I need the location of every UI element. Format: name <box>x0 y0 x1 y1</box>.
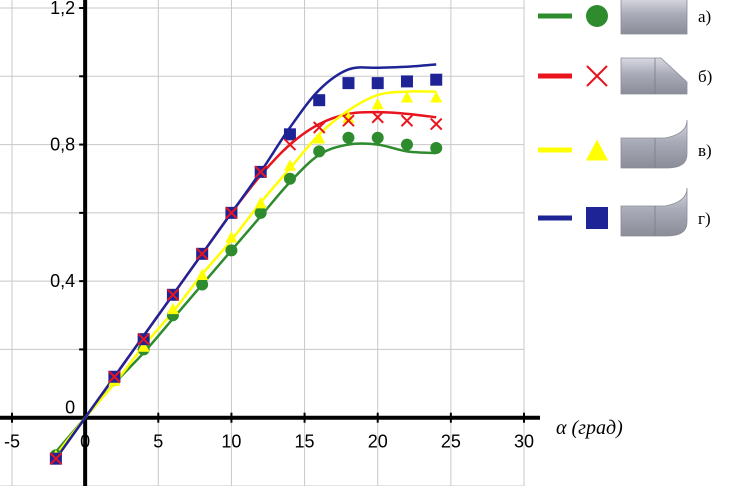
data-point-cross <box>166 288 180 302</box>
data-point-cross <box>342 114 355 127</box>
x-tick-label: 5 <box>153 432 163 452</box>
data-point-circle <box>225 244 238 257</box>
y-tick-label: 1,2 <box>50 0 75 18</box>
cross-stroke <box>108 370 121 383</box>
data-point-triangle <box>196 268 209 281</box>
y-tick-label: 0,8 <box>50 135 75 155</box>
legend-marker-cross <box>586 65 608 87</box>
cross-stroke <box>49 452 63 465</box>
data-point-square <box>313 94 326 107</box>
x-tick-label: 20 <box>368 432 388 452</box>
cross-stroke <box>137 332 150 346</box>
cross-stroke <box>225 206 238 220</box>
data-point-cross <box>283 138 297 151</box>
data-point-circle <box>586 5 608 27</box>
legend-label: в) <box>698 141 712 160</box>
x-tick-label: 0 <box>80 432 90 452</box>
data-point-triangle <box>283 159 296 171</box>
data-point-circle <box>313 145 326 158</box>
data-point-triangle <box>313 132 326 144</box>
data-point-cross <box>137 332 150 346</box>
legend-item: г) <box>538 187 711 237</box>
data-point-circle <box>342 131 355 144</box>
data-point-cross <box>400 114 414 127</box>
cross-stroke <box>586 65 608 87</box>
data-point-triangle <box>342 111 355 123</box>
data-point-circle <box>430 141 443 154</box>
axes <box>0 0 540 486</box>
x-tick-label: 10 <box>221 432 241 452</box>
data-point-triangle <box>225 231 238 243</box>
body-shape-icon <box>620 57 688 95</box>
legend-label: г) <box>698 209 711 228</box>
y-tick-label: 0 <box>65 398 75 418</box>
data-point-cross <box>225 206 238 220</box>
cross-stroke <box>342 114 355 127</box>
cross-stroke <box>195 247 209 261</box>
body-shape-icon <box>620 0 688 35</box>
data-point-cross <box>254 165 267 179</box>
data-point-circle <box>196 278 209 291</box>
data-point-cross <box>430 117 443 131</box>
data-point-square <box>400 75 413 88</box>
data-point-square <box>342 77 355 90</box>
data-point-triangle <box>400 91 413 103</box>
legend-item: а) <box>538 0 711 35</box>
body-shape-icon <box>620 187 688 237</box>
series-curves <box>54 63 437 460</box>
data-point-square <box>430 73 443 86</box>
cross-stroke <box>283 138 297 151</box>
data-point-triangle <box>254 196 267 209</box>
x-tick-label: 30 <box>514 432 534 452</box>
grid <box>0 0 525 486</box>
cross-stroke <box>254 165 267 179</box>
legend-item: б) <box>538 57 712 95</box>
x-axis-label: α (град) <box>556 417 623 439</box>
data-point-square <box>283 128 296 141</box>
series-line <box>54 63 437 460</box>
x-tick-label: 15 <box>295 432 315 452</box>
data-point-circle <box>254 206 267 219</box>
series-markers <box>49 73 443 465</box>
x-tick-label: -5 <box>4 432 20 452</box>
x-tick-label: 25 <box>441 432 461 452</box>
data-point-cross <box>371 111 384 124</box>
data-point-cross <box>49 452 63 465</box>
data-point-cross <box>312 121 326 134</box>
data-point-triangle <box>430 91 443 103</box>
data-point-cross <box>195 247 209 261</box>
data-point-triangle <box>137 340 150 352</box>
cross-stroke <box>312 121 326 134</box>
data-point-triangle <box>371 97 384 110</box>
cross-stroke <box>430 117 443 131</box>
data-point-circle <box>283 172 296 185</box>
legend: а) б) в) г) <box>538 0 712 237</box>
data-point-circle <box>400 138 413 151</box>
data-point-square <box>586 207 608 229</box>
legend-item: в) <box>538 119 712 169</box>
data-point-circle <box>371 131 384 144</box>
cross-stroke <box>400 114 414 127</box>
cross-stroke <box>371 111 384 124</box>
series-line <box>54 110 437 460</box>
data-point-cross <box>108 370 121 383</box>
body-shape-icon <box>620 119 688 169</box>
data-point-triangle <box>166 302 179 315</box>
legend-label: б) <box>698 67 712 86</box>
series-line <box>54 142 437 453</box>
cross-stroke <box>166 288 180 302</box>
tick-labels: -5 0 5 10 15 20 25 30 0 0,4 0,8 1,2 <box>4 0 534 452</box>
y-tick-label: 0,4 <box>50 271 75 291</box>
legend-label: а) <box>698 7 711 26</box>
data-point-triangle <box>586 139 608 161</box>
data-point-square <box>371 77 384 90</box>
